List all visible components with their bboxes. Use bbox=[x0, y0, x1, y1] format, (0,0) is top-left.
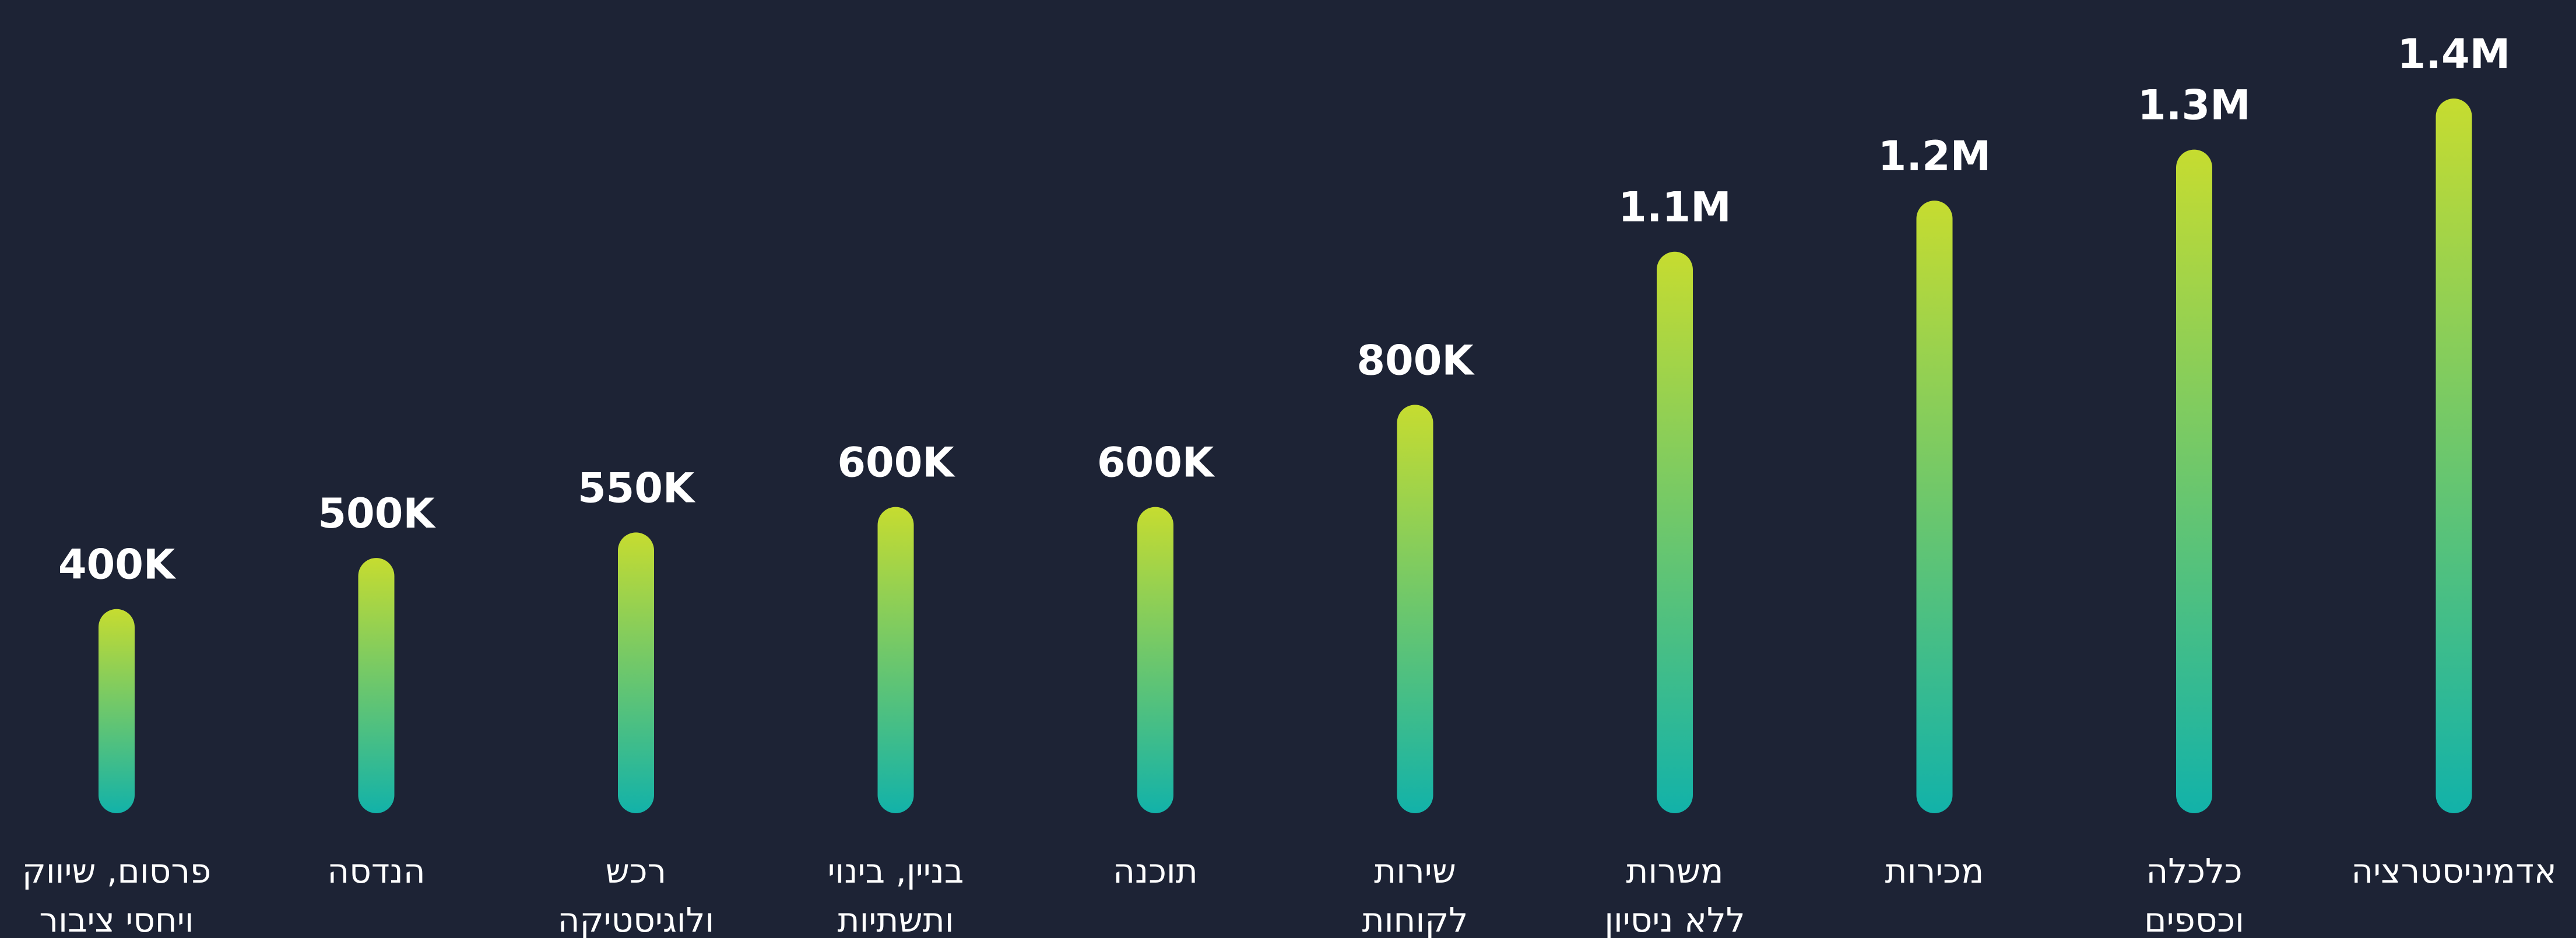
category-label: כלכלה וכספים bbox=[2144, 851, 2244, 938]
category-label: אדמיניסטרציה bbox=[2351, 851, 2557, 891]
value-label: 1.3M bbox=[2138, 82, 2251, 129]
bar bbox=[99, 609, 135, 813]
bar bbox=[877, 507, 914, 813]
bar bbox=[2436, 99, 2472, 813]
value-label: 800K bbox=[1356, 336, 1475, 384]
category-label: תוכנה bbox=[1113, 851, 1198, 891]
value-label: 500K bbox=[318, 490, 436, 537]
value-label: 550K bbox=[578, 464, 696, 512]
value-label: 600K bbox=[837, 439, 955, 487]
value-label: 1.4M bbox=[2398, 30, 2511, 78]
category-label: רכש ולוגיסטיקה bbox=[557, 851, 715, 938]
category-label: פרסום, שיווק ויחסי ציבור bbox=[22, 851, 212, 938]
value-label: 600K bbox=[1097, 439, 1215, 487]
value-label: 1.2M bbox=[1878, 132, 1991, 180]
bar bbox=[1916, 201, 1953, 814]
bar bbox=[1397, 405, 1433, 813]
bar bbox=[1137, 507, 1173, 813]
bar bbox=[2176, 149, 2212, 814]
category-label: משרות ללא ניסיון bbox=[1604, 851, 1745, 938]
category-label: הנדסה bbox=[327, 851, 426, 891]
category-label: מכירות bbox=[1885, 851, 1984, 891]
category-label: שירות לקוחות bbox=[1362, 851, 1468, 938]
bar bbox=[1657, 251, 1693, 813]
bar bbox=[618, 532, 654, 813]
value-label: 1.1M bbox=[1618, 184, 1731, 231]
value-label: 400K bbox=[58, 541, 177, 589]
category-label: בניין, בינוי ותשתיות bbox=[827, 851, 964, 938]
bar bbox=[358, 558, 395, 813]
